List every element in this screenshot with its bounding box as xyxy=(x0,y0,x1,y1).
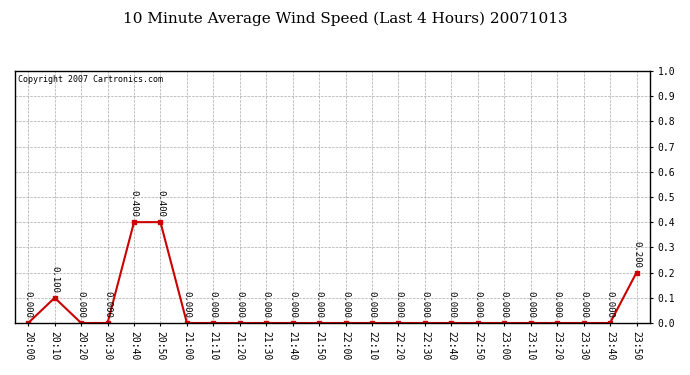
Text: 0.000: 0.000 xyxy=(500,291,509,318)
Text: 0.000: 0.000 xyxy=(209,291,218,318)
Text: 0.000: 0.000 xyxy=(394,291,403,318)
Text: 0.000: 0.000 xyxy=(77,291,86,318)
Text: 0.000: 0.000 xyxy=(341,291,350,318)
Text: Copyright 2007 Cartronics.com: Copyright 2007 Cartronics.com xyxy=(18,75,163,84)
Text: 0.000: 0.000 xyxy=(526,291,535,318)
Text: 0.400: 0.400 xyxy=(156,190,165,217)
Text: 0.100: 0.100 xyxy=(50,266,59,293)
Text: 0.000: 0.000 xyxy=(235,291,244,318)
Text: 0.000: 0.000 xyxy=(473,291,482,318)
Text: 0.000: 0.000 xyxy=(579,291,588,318)
Text: 0.000: 0.000 xyxy=(606,291,615,318)
Text: 0.000: 0.000 xyxy=(553,291,562,318)
Text: 0.000: 0.000 xyxy=(315,291,324,318)
Text: 0.000: 0.000 xyxy=(368,291,377,318)
Text: 0.400: 0.400 xyxy=(130,190,139,217)
Text: 0.000: 0.000 xyxy=(23,291,32,318)
Text: 0.200: 0.200 xyxy=(632,241,641,267)
Text: 0.000: 0.000 xyxy=(288,291,297,318)
Text: 0.000: 0.000 xyxy=(182,291,191,318)
Text: 10 Minute Average Wind Speed (Last 4 Hours) 20071013: 10 Minute Average Wind Speed (Last 4 Hou… xyxy=(123,11,567,26)
Text: 0.000: 0.000 xyxy=(262,291,270,318)
Text: 0.000: 0.000 xyxy=(447,291,456,318)
Text: 0.000: 0.000 xyxy=(420,291,429,318)
Text: 0.000: 0.000 xyxy=(103,291,112,318)
